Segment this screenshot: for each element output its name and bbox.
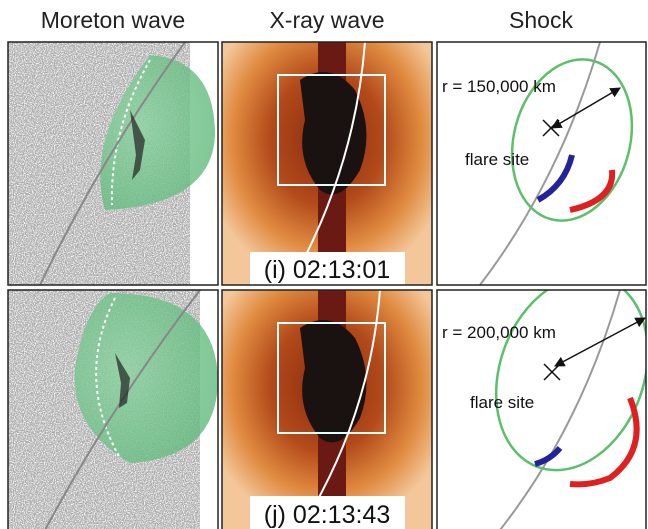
- shock-panel: r = 150,000 km flare site: [437, 42, 648, 285]
- column-header: Moreton wave: [41, 7, 185, 33]
- figure: Moreton wave X-ray wave Shock (i) 02:13:…: [0, 0, 648, 529]
- row: (i) 02:13:01 r = 150,000 km flare site: [8, 42, 648, 285]
- column-header: Shock: [509, 7, 573, 33]
- radius-label: r = 150,000 km: [442, 77, 556, 96]
- site-label: flare site: [465, 150, 529, 169]
- moreton-panel: [8, 42, 218, 285]
- moreton-panel: [8, 290, 218, 529]
- panel-time: (i) 02:13:01: [264, 256, 390, 284]
- shock-panel: r = 200,000 km flare site: [437, 254, 648, 529]
- page: Moreton wave X-ray wave Shock (i) 02:13:…: [0, 0, 648, 529]
- xray-panel: (j) 02:13:43: [222, 290, 432, 529]
- row: (j) 02:13:43 r = 200,000 km flare site: [8, 254, 648, 529]
- column-header: X-ray wave: [269, 7, 384, 33]
- radius-label: r = 200,000 km: [442, 323, 556, 342]
- panel-time: (j) 02:13:43: [264, 501, 390, 529]
- xray-panel: (i) 02:13:01: [222, 42, 432, 285]
- site-label: flare site: [470, 393, 534, 412]
